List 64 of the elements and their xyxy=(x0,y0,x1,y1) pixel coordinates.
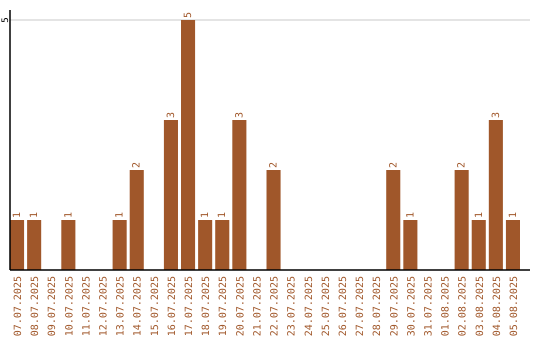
data-label: 1 xyxy=(29,212,40,218)
x-tick-label: 05.08.2025 xyxy=(508,276,520,336)
x-tick-label: 15.07.2025 xyxy=(150,276,161,336)
x-tick-label: 01.08.2025 xyxy=(440,276,452,336)
x-tick-label: 17.07.2025 xyxy=(184,276,196,336)
x-tick-label: 24.07.2025 xyxy=(304,276,315,336)
bar xyxy=(112,220,127,270)
x-tick-label: 09.07.2025 xyxy=(47,276,58,336)
x-tick-label: 08.07.2025 xyxy=(30,276,42,336)
data-label: 1 xyxy=(12,212,24,218)
data-label: 1 xyxy=(63,212,74,218)
data-label: 2 xyxy=(132,162,143,168)
data-label: 1 xyxy=(217,212,228,218)
data-label: 2 xyxy=(456,162,468,168)
bar xyxy=(472,220,486,270)
x-tick-label: 21.07.2025 xyxy=(252,276,264,336)
data-label: 5 xyxy=(183,12,194,18)
data-label: 3 xyxy=(166,112,177,118)
x-tick-label: 29.07.2025 xyxy=(389,276,400,336)
x-tick-label: 30.07.2025 xyxy=(406,276,418,336)
bar xyxy=(27,220,42,270)
data-label: 1 xyxy=(474,212,485,218)
data-label: 1 xyxy=(114,212,126,218)
bar xyxy=(266,170,281,270)
x-tick-label: 03.08.2025 xyxy=(474,276,486,336)
bar xyxy=(164,120,178,270)
x-tick-label: 22.07.2025 xyxy=(270,276,281,336)
data-label: 2 xyxy=(268,162,280,168)
x-tick-label: 27.07.2025 xyxy=(355,276,366,336)
x-tick-label: 02.08.2025 xyxy=(458,276,469,336)
data-label: 1 xyxy=(405,212,416,218)
bar xyxy=(215,220,230,270)
x-tick-label: 31.07.2025 xyxy=(423,276,434,336)
bar xyxy=(10,220,24,270)
x-tick-label: 23.07.2025 xyxy=(286,276,298,336)
x-tick-label: 16.07.2025 xyxy=(166,276,178,336)
x-tick-label: 14.07.2025 xyxy=(132,276,144,336)
x-tick-label: 07.07.2025 xyxy=(13,276,24,336)
data-label: 2 xyxy=(388,162,400,168)
bar xyxy=(181,20,196,270)
x-tick-label: 26.07.2025 xyxy=(338,276,349,336)
x-tick-label: 25.07.2025 xyxy=(320,276,332,336)
bar xyxy=(506,220,520,270)
data-label: 3 xyxy=(490,112,502,118)
x-tick-label: 12.07.2025 xyxy=(98,276,110,336)
bar xyxy=(386,170,400,270)
x-tick-label: 10.07.2025 xyxy=(64,276,76,336)
x-tick-label: 11.07.2025 xyxy=(81,276,92,336)
bar xyxy=(488,120,503,270)
bar xyxy=(454,170,469,270)
bar xyxy=(130,170,144,270)
x-tick-label: 20.07.2025 xyxy=(235,276,246,336)
x-tick-label: 18.07.2025 xyxy=(201,276,212,336)
bar xyxy=(403,220,418,270)
x-tick-label: 28.07.2025 xyxy=(372,276,384,336)
bar xyxy=(198,220,212,270)
data-label: 1 xyxy=(508,212,519,218)
data-label: 1 xyxy=(200,212,212,218)
bar xyxy=(61,220,76,270)
x-tick-label: 13.07.2025 xyxy=(116,276,127,336)
bar xyxy=(232,120,246,270)
x-tick-label: 19.07.2025 xyxy=(218,276,230,336)
data-label: 3 xyxy=(234,112,246,118)
x-tick-label: 04.08.2025 xyxy=(492,276,503,336)
